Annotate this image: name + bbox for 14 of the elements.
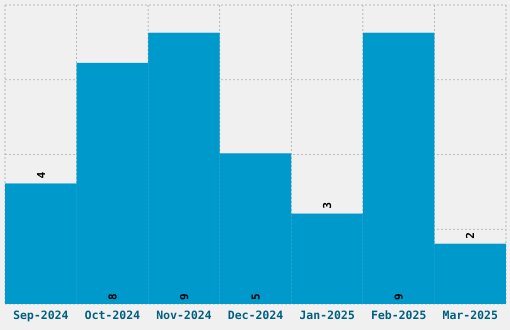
x-tick-label: Mar-2025 [442,308,498,322]
x-tick-label: Feb-2025 [370,308,426,322]
data-label: 9 [392,293,406,300]
data-label: 2 [464,232,478,239]
data-label: 8 [106,293,120,300]
x-tick-label: Oct-2024 [84,308,140,322]
data-label: 3 [321,202,334,209]
data-label: 5 [250,293,262,300]
data-label: 4 [34,171,48,178]
x-tick-label: Jan-2025 [299,308,355,322]
x-tick-label: Dec-2024 [228,308,284,322]
x-tick-label: Sep-2024 [13,308,69,322]
x-tick-label: Nov-2024 [156,308,212,322]
data-label: 9 [178,293,191,300]
